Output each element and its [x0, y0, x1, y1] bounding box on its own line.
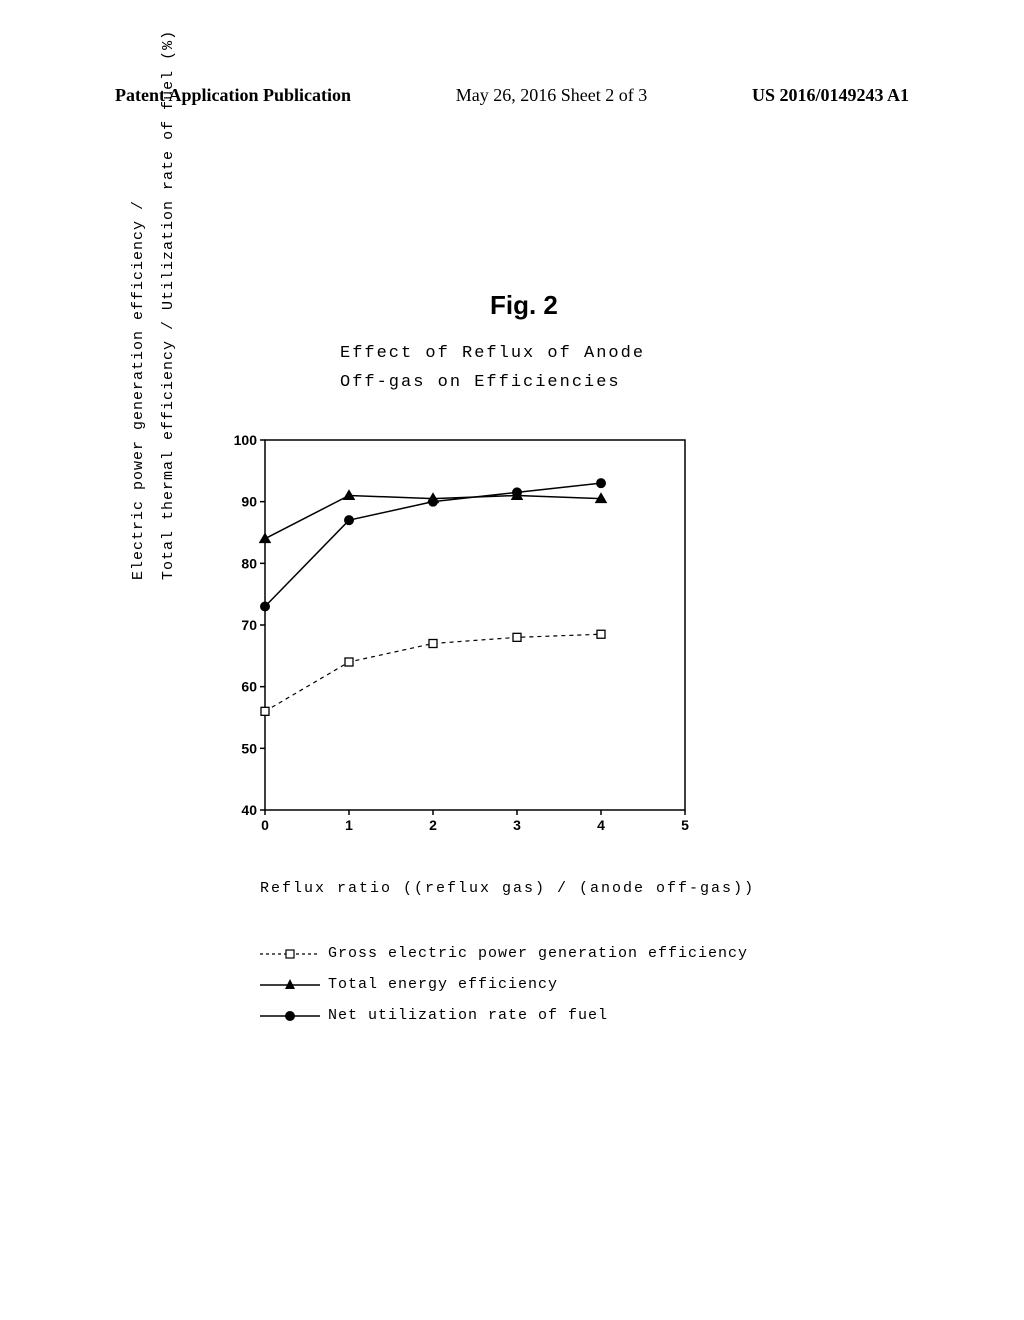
- chart-title-line1: Effect of Reflux of Anode: [340, 340, 645, 369]
- svg-text:2: 2: [429, 817, 437, 833]
- y-axis-label-line1: Electric power generation efficiency /: [130, 200, 147, 580]
- header-right: US 2016/0149243 A1: [752, 85, 909, 106]
- chart-svg: 40 50 60 70 80 90 100 0 1 2 3 4 5: [230, 430, 690, 840]
- legend-item-gross: Gross electric power generation efficien…: [260, 940, 748, 967]
- legend-item-net: Net utilization rate of fuel: [260, 1002, 748, 1029]
- legend-label: Net utilization rate of fuel: [328, 1002, 608, 1029]
- legend-marker-square: [260, 944, 320, 964]
- header-center: May 26, 2016 Sheet 2 of 3: [456, 85, 647, 106]
- legend-item-total: Total energy efficiency: [260, 971, 748, 998]
- svg-text:5: 5: [681, 817, 689, 833]
- svg-text:90: 90: [241, 494, 257, 510]
- legend-label: Total energy efficiency: [328, 971, 558, 998]
- svg-text:4: 4: [597, 817, 605, 833]
- chart-container: 40 50 60 70 80 90 100 0 1 2 3 4 5: [230, 430, 690, 840]
- figure-label: Fig. 2: [490, 290, 558, 321]
- svg-text:3: 3: [513, 817, 521, 833]
- legend-label: Gross electric power generation efficien…: [328, 940, 748, 967]
- legend-marker-circle: [260, 1006, 320, 1026]
- svg-text:50: 50: [241, 740, 257, 756]
- header-left: Patent Application Publication: [115, 85, 351, 106]
- svg-text:40: 40: [241, 802, 257, 818]
- legend: Gross electric power generation efficien…: [260, 940, 748, 1033]
- svg-text:60: 60: [241, 679, 257, 695]
- svg-text:80: 80: [241, 555, 257, 571]
- chart-title: Effect of Reflux of Anode Off-gas on Eff…: [340, 340, 645, 398]
- y-axis-label-line2: Total thermal efficiency / Utilization r…: [160, 30, 177, 580]
- svg-text:70: 70: [241, 617, 257, 633]
- legend-marker-triangle: [260, 975, 320, 995]
- x-axis-label: Reflux ratio ((reflux gas) / (anode off-…: [260, 880, 755, 897]
- svg-text:1: 1: [345, 817, 353, 833]
- chart-title-line2: Off-gas on Efficiencies: [340, 369, 645, 398]
- svg-text:100: 100: [234, 432, 258, 448]
- svg-text:0: 0: [261, 817, 269, 833]
- patent-header: Patent Application Publication May 26, 2…: [0, 85, 1024, 106]
